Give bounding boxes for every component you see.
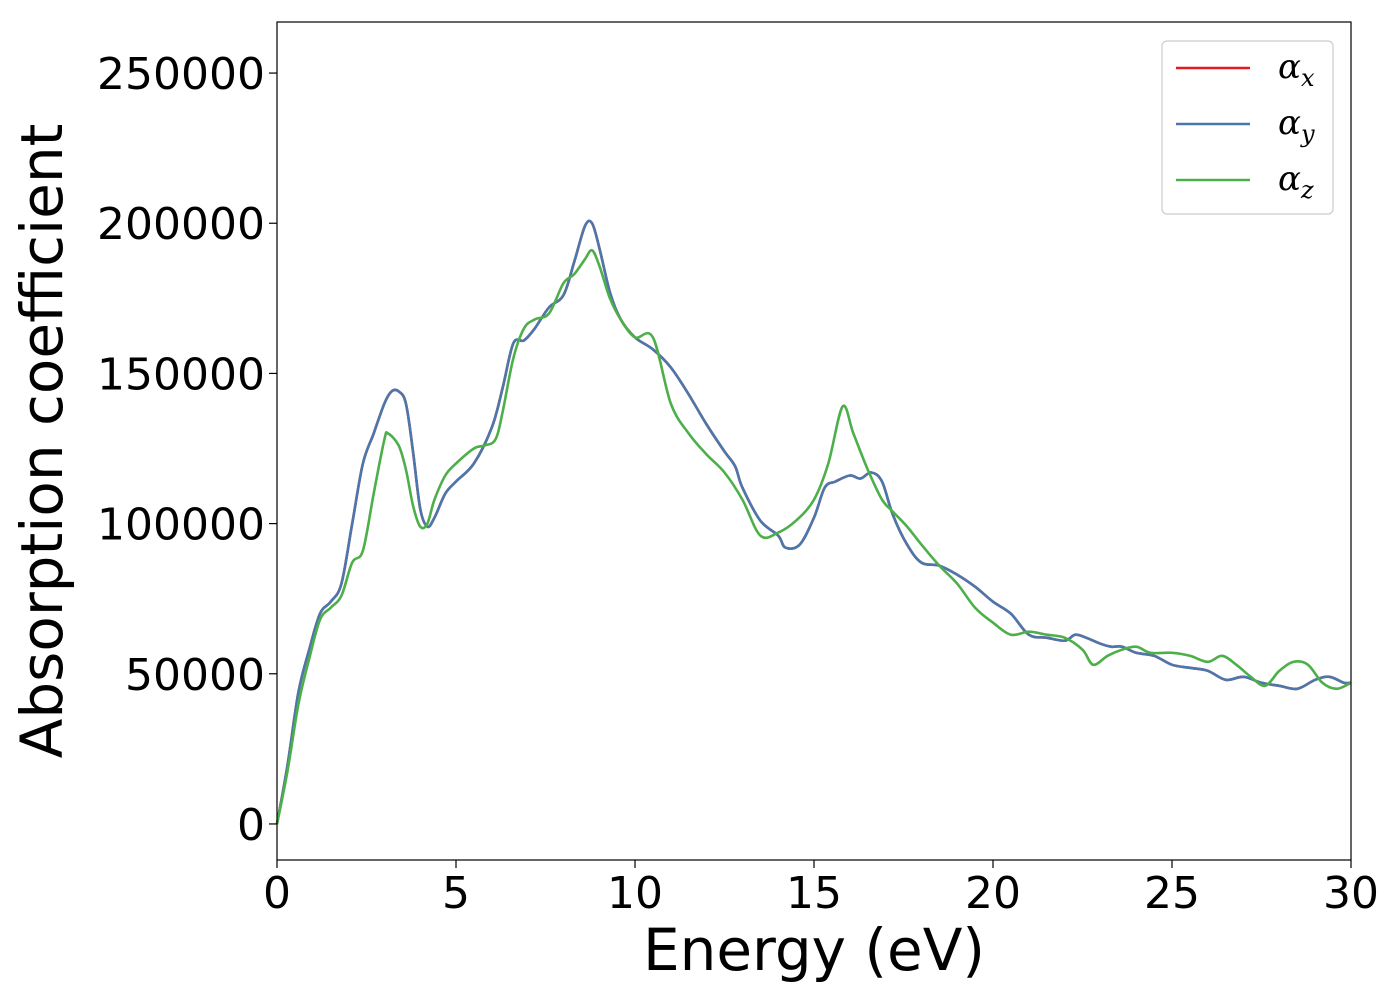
legend-label-x: αx	[1278, 47, 1315, 92]
x-axis-ticks: 0 5 10 15 20 25 30	[263, 860, 1379, 919]
x-tick-label: 20	[965, 868, 1021, 919]
legend-label-z: αz	[1278, 159, 1314, 204]
series-layer	[275, 219, 1352, 825]
x-tick-label: 10	[607, 868, 663, 919]
legend-label-y: αy	[1278, 103, 1315, 148]
y-tick-label: 50000	[125, 650, 265, 701]
y-axis-ticks: 0 50000 100000 150000 200000 250000	[97, 49, 277, 851]
x-tick-label: 0	[263, 868, 291, 919]
y-tick-label: 250000	[97, 49, 265, 100]
x-tick-label: 30	[1323, 868, 1379, 919]
x-tick-label: 25	[1144, 868, 1200, 919]
x-tick-label: 5	[442, 868, 470, 919]
y-tick-label: 0	[237, 800, 265, 851]
y-tick-label: 100000	[97, 500, 265, 551]
y-tick-label: 150000	[97, 349, 265, 400]
legend-box	[1161, 40, 1334, 215]
x-tick-label: 15	[786, 868, 842, 919]
series-line-z	[275, 248, 1352, 825]
legend: αx αy αz	[1161, 40, 1334, 215]
x-axis-title: Energy (eV)	[643, 916, 985, 984]
y-axis-title: Absorption coefficient	[8, 124, 76, 759]
legend-items: αx αy αz	[1176, 47, 1315, 204]
y-tick-label: 200000	[97, 199, 265, 250]
